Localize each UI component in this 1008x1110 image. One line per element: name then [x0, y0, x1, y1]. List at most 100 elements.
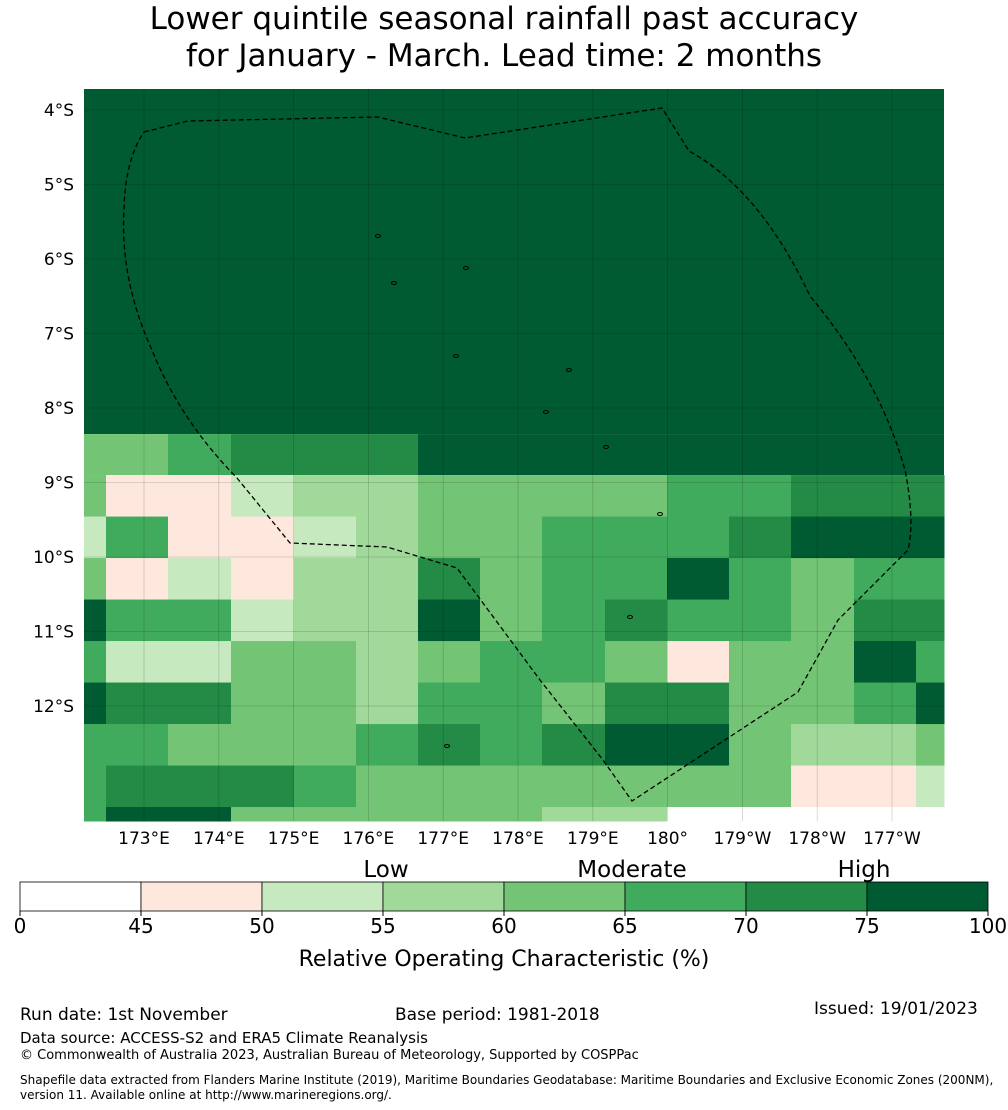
grid-cell — [168, 724, 232, 767]
colorbar-tick-label: 100 — [969, 914, 1007, 938]
grid-cell — [418, 434, 944, 476]
grid-cell — [916, 682, 945, 725]
longitude-label: 179°E — [567, 829, 619, 849]
grid-cell — [854, 599, 917, 642]
grid-cell — [729, 599, 792, 642]
colorbar-ticks: 0 45 50 55 60 65 70 75 100 — [14, 911, 1007, 938]
grid-cell — [231, 475, 295, 518]
grid-cell — [605, 724, 668, 767]
grid-cell — [231, 599, 295, 642]
grid-cell — [418, 475, 481, 518]
colorbar-segment — [503, 881, 626, 912]
island-outline — [444, 744, 450, 748]
grid-cell — [729, 641, 792, 684]
grid-cell — [356, 641, 419, 684]
grid-cell — [605, 516, 668, 559]
grid-cell — [84, 599, 107, 642]
grid-cell — [480, 516, 543, 559]
grid-cell — [854, 475, 917, 518]
grid-cell — [106, 516, 169, 559]
grid-cell — [84, 434, 168, 476]
grid-cell — [356, 558, 419, 601]
legend-categories: Low Moderate High — [363, 857, 890, 883]
grid-cell — [791, 516, 855, 559]
grid-cell — [84, 724, 107, 767]
grid-cell — [106, 475, 169, 518]
grid-cell — [418, 516, 481, 559]
grid-cell — [231, 516, 295, 559]
grid-cell — [418, 765, 481, 808]
issued-date: Issued: 19/01/2023 — [814, 999, 978, 1019]
grid-cell — [106, 724, 169, 767]
latitude-label: 9°S — [44, 474, 74, 494]
grid-cell — [605, 558, 668, 601]
grid-cell — [84, 641, 107, 684]
grid-cell — [916, 475, 945, 518]
grid-cell — [667, 558, 730, 601]
grid-cell — [542, 765, 606, 808]
grid-cell — [729, 807, 792, 822]
grid-cell — [168, 516, 232, 559]
grid-cell — [231, 434, 418, 476]
legend-category-moderate: Moderate — [577, 857, 686, 883]
grid-cell — [106, 558, 169, 601]
island-outline — [543, 410, 549, 414]
grid-cell — [542, 641, 606, 684]
grid-cell — [294, 807, 357, 822]
grid-cell — [84, 765, 107, 808]
grid-cell — [542, 682, 606, 725]
grid-cell — [542, 558, 606, 601]
grid-cell — [667, 475, 730, 518]
grid-cell-background — [84, 89, 944, 435]
grid-cell — [729, 724, 792, 767]
latitude-label: 10°S — [33, 548, 74, 568]
grid-cell — [542, 599, 606, 642]
grid-cell — [231, 558, 295, 601]
grid-cell — [854, 724, 917, 767]
grid-cell — [106, 807, 169, 822]
latitude-label: 7°S — [44, 325, 74, 345]
longitude-label: 173°E — [118, 829, 170, 849]
grid-cell — [356, 724, 419, 767]
island-outline — [463, 266, 469, 270]
grid-cell — [480, 641, 543, 684]
grid-cell — [106, 641, 169, 684]
grid-cell — [605, 682, 668, 725]
grid-cell — [605, 765, 668, 808]
map-title-line2: for January - March. Lead time: 2 months — [185, 38, 823, 74]
longitude-label: 175°E — [268, 829, 320, 849]
grid-cell — [231, 724, 295, 767]
grid-cell — [916, 599, 945, 642]
grid-cell — [106, 765, 169, 808]
grid-cell — [294, 682, 357, 725]
island-outline — [453, 354, 459, 358]
colorbar-tick-label: 65 — [612, 914, 637, 938]
latitude-labels: 4°S 5°S 6°S 7°S 8°S 9°S 10°S 11°S 12°S — [33, 101, 74, 717]
legend-category-low: Low — [363, 857, 408, 883]
grid-cell — [605, 807, 668, 822]
grid-cell — [356, 475, 419, 518]
grid-cell — [418, 807, 481, 822]
grid-cell — [916, 558, 945, 601]
latitude-label: 8°S — [44, 399, 74, 419]
grid-cell — [854, 682, 917, 725]
latitude-label: 5°S — [44, 176, 74, 196]
grid-cell — [605, 641, 668, 684]
longitude-label: 179°W — [714, 829, 772, 849]
grid-cell — [542, 516, 606, 559]
grid-cell — [667, 516, 730, 559]
grid-cell — [542, 807, 606, 822]
grid-cell — [667, 807, 730, 822]
grid-cell — [791, 807, 855, 822]
grid-cell — [667, 599, 730, 642]
grid-cell — [605, 475, 668, 518]
longitude-label: 176°E — [343, 829, 395, 849]
grid-cell — [480, 807, 543, 822]
legend-category-high: High — [838, 857, 891, 883]
colorbar — [19, 881, 989, 912]
grid-cell — [542, 724, 606, 767]
shapefile-credit: Shapefile data extracted from Flanders M… — [20, 1073, 994, 1102]
colorbar-tick-label: 0 — [14, 914, 27, 938]
grid-cell — [294, 599, 357, 642]
